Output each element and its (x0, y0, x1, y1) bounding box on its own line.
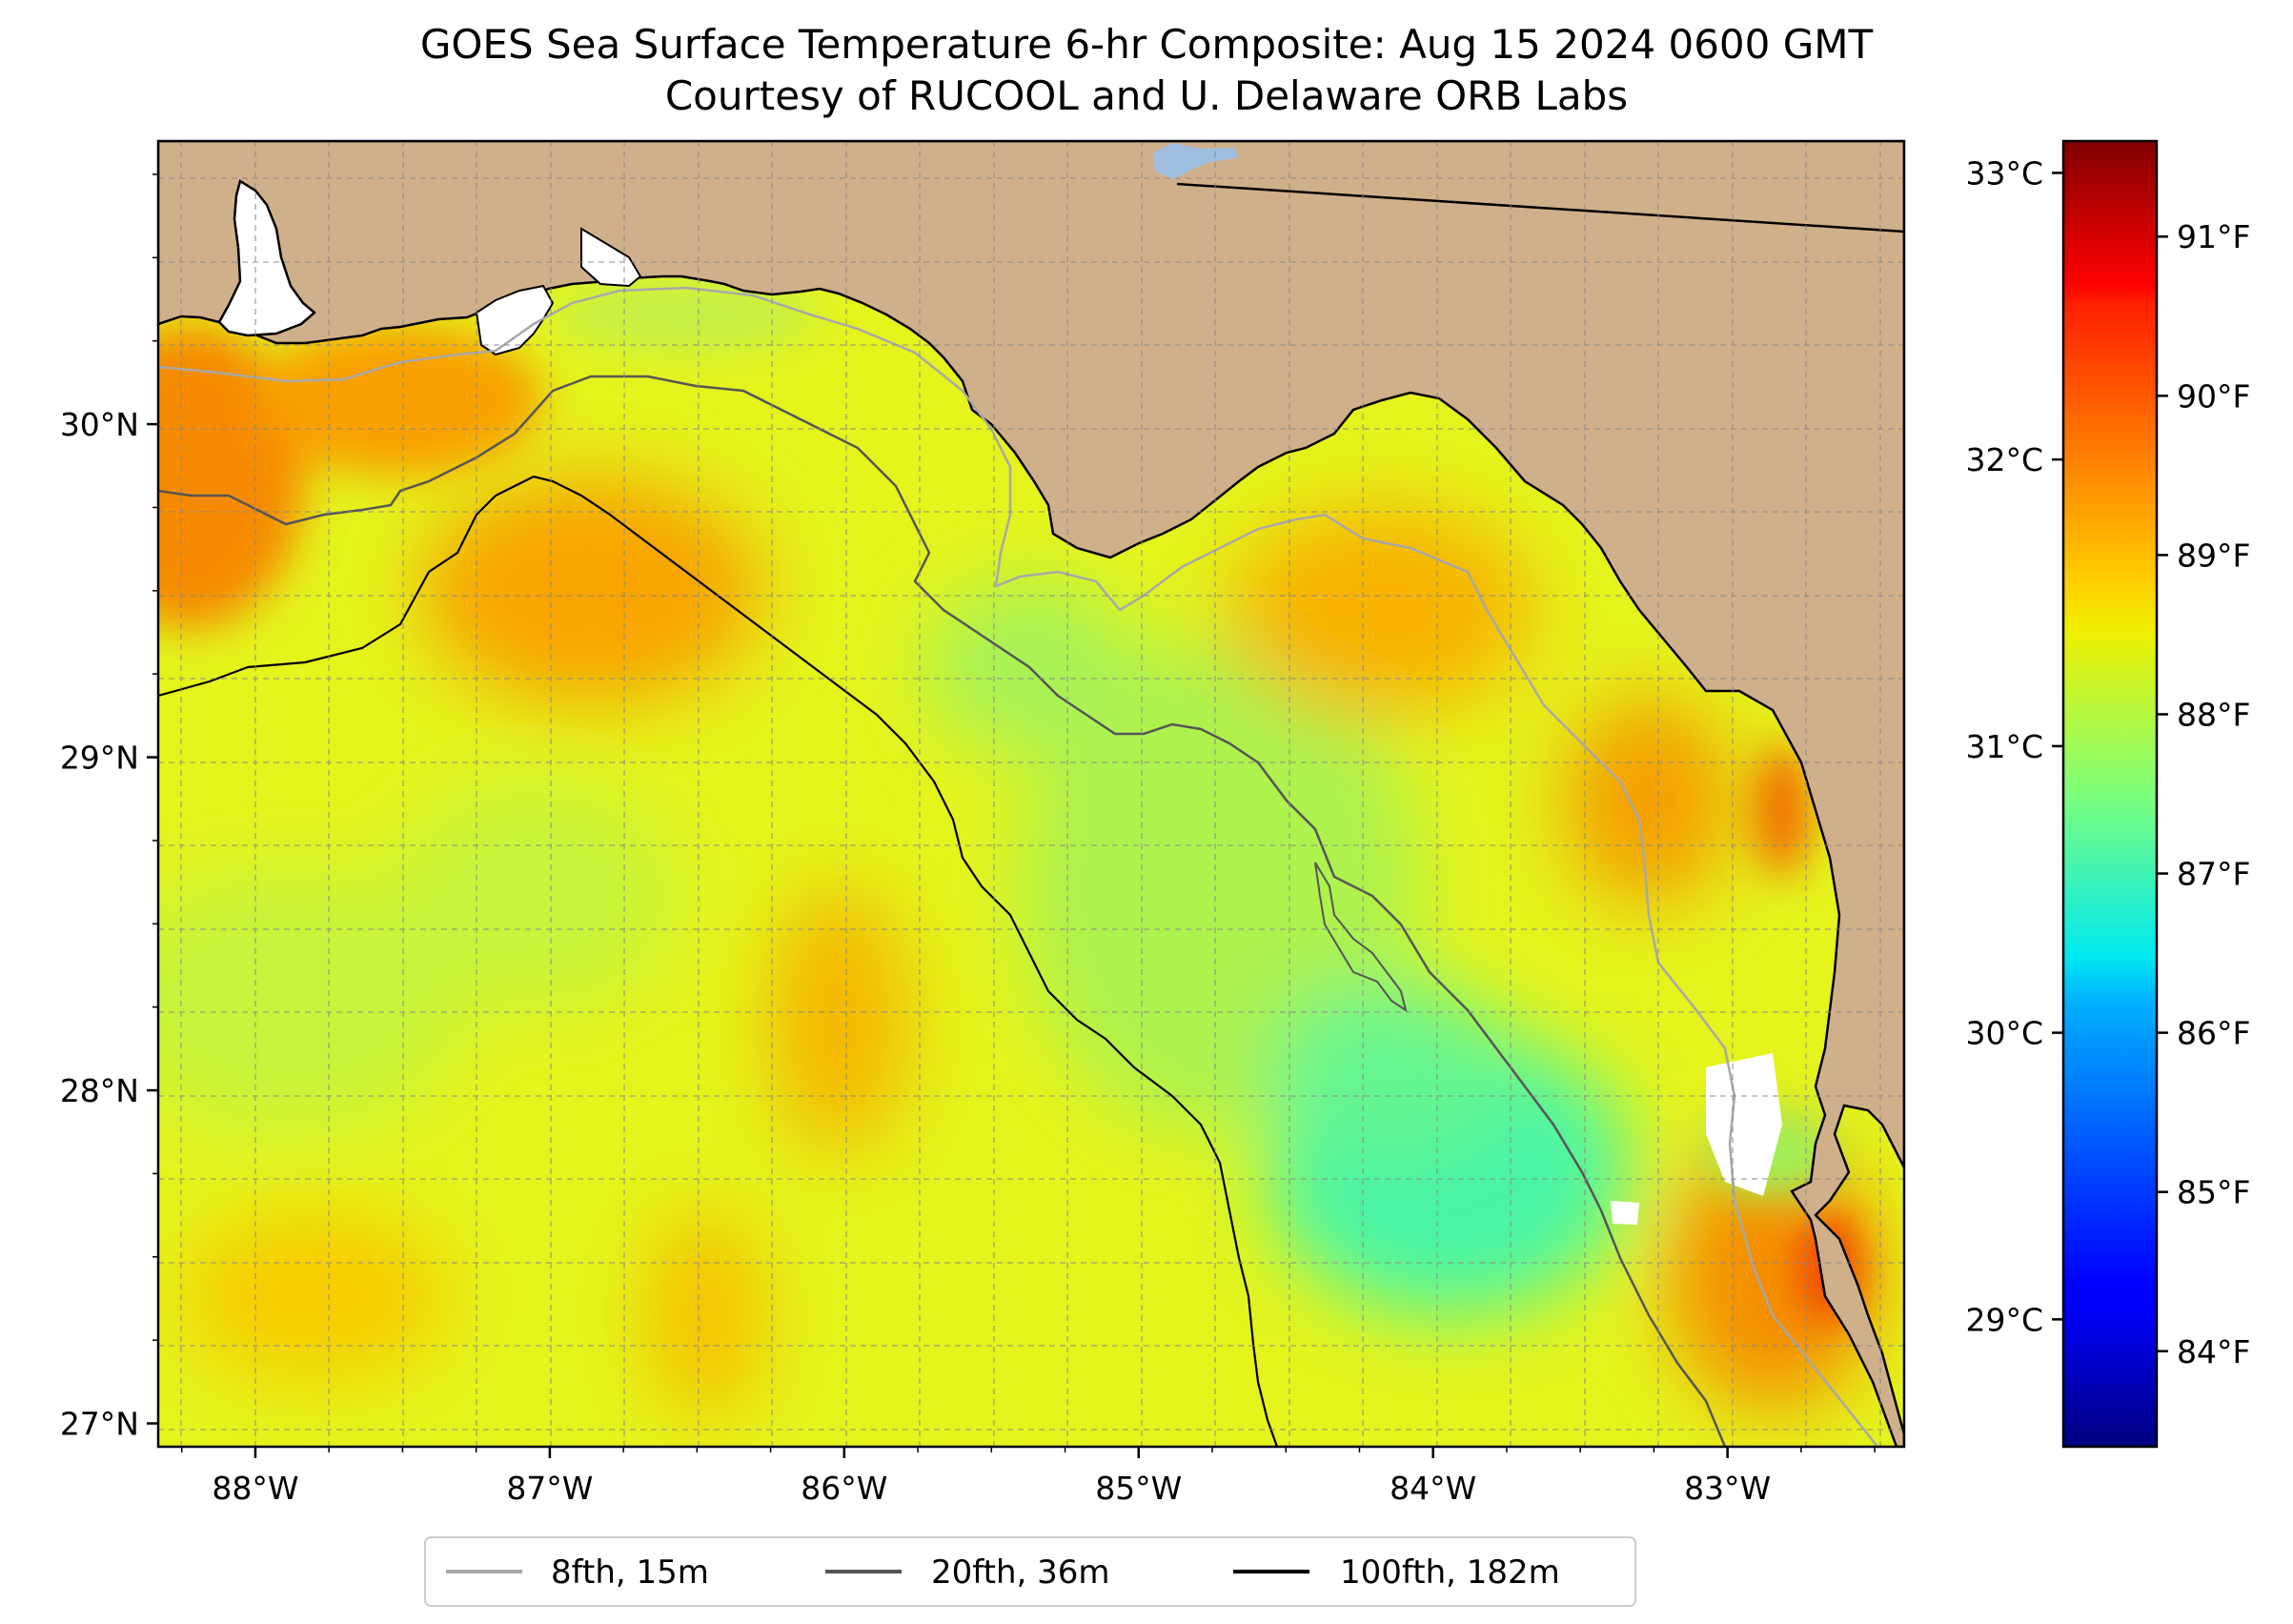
colorbar-f-label: 88°F (2177, 696, 2250, 733)
colorbar-f-label: 91°F (2177, 218, 2250, 255)
sst-patch-coast-orange (1754, 743, 1811, 877)
longitude-axis: 88°W 87°W 86°W 85°W 84°W 83°W (180, 1447, 1876, 1507)
legend: 8fth, 15m 20fth, 36m 100fth, 182m (424, 1536, 1636, 1607)
shoal-outline (1314, 862, 1408, 1013)
sst-patch-sw-green (158, 867, 467, 1134)
colorbar-celsius-axis: 33°C 32°C 31°C 30°C 29°C (1965, 154, 2063, 1338)
legend-label-100fth: 100fth, 182m (1340, 1553, 1560, 1592)
lat-tick-label: 27°N (60, 1406, 139, 1443)
colorbar: 33°C 32°C 31°C 30°C 29°C 91°F 90°F 89°F 88°F 87°… (1965, 139, 2250, 1449)
colorbar-f-label: 87°F (2177, 856, 2250, 893)
colorbar-f-label: 84°F (2177, 1333, 2250, 1370)
colorbar-c-label: 33°C (1965, 154, 2043, 192)
no-data-patch (1706, 1053, 1782, 1196)
mobile-bay (217, 179, 316, 337)
sst-patch-warm-s (648, 1210, 762, 1420)
lon-tick-label: 85°W (1095, 1470, 1182, 1507)
sst-patch-bigbend (1229, 505, 1534, 715)
title-line-2: Courtesy of RUCOOL and U. Delaware ORB L… (664, 72, 1629, 119)
sst-patch-tampa-warm (1668, 1144, 1877, 1411)
colorbar-c-label: 31°C (1965, 728, 2043, 765)
colorbar-c-label: 32°C (1965, 441, 2043, 478)
no-data-patch (1611, 1201, 1639, 1225)
colorbar-gradient (2061, 139, 2159, 1449)
isobath-100fth (158, 475, 1279, 1447)
land (158, 141, 1904, 1447)
colorbar-fahrenheit-axis: 91°F 90°F 89°F 88°F 87°F 86°F 85°F 84°F (2157, 218, 2250, 1370)
colorbar-f-label: 89°F (2177, 537, 2250, 574)
sst-patch-warm-filament (767, 886, 910, 1153)
legend-label-8fth: 8fth, 15m (551, 1553, 709, 1592)
map-frame (156, 139, 1906, 1449)
colorbar-c-label: 29°C (1965, 1301, 2043, 1338)
colorbar-f-label: 85°F (2177, 1174, 2250, 1211)
isobath-8fth (158, 286, 1878, 1447)
sst-patch-cool-2 (1268, 982, 1515, 1153)
lake (1153, 143, 1239, 179)
lon-tick-label: 87°W (506, 1470, 593, 1507)
title-line-1: GOES Sea Surface Temperature 6-hr Compos… (419, 21, 1874, 68)
colorbar-f-label: 90°F (2177, 377, 2250, 415)
sst-patch-green-2 (391, 782, 677, 1010)
sst-patch-coast-warm (1563, 696, 1735, 905)
bay-white (580, 227, 642, 288)
lat-tick-label: 28°N (60, 1072, 139, 1109)
legend-box (424, 1536, 1636, 1607)
lon-tick-label: 83°W (1684, 1470, 1771, 1507)
lat-tick-label: 30°N (60, 406, 139, 443)
isobath-20fth (158, 375, 1727, 1447)
state-boundary (1176, 182, 1904, 233)
lon-tick-label: 88°W (212, 1470, 298, 1507)
map-title: GOES Sea Surface Temperature 6-hr Compos… (0, 19, 2293, 122)
colorbar-c-label: 30°C (1965, 1015, 2043, 1052)
lon-tick-label: 84°W (1390, 1470, 1476, 1507)
isobaths (158, 286, 1878, 1447)
lon-tick-label: 86°W (801, 1470, 887, 1507)
sst-patch-warm-se (181, 1210, 448, 1382)
sst-patch-warm-ne (419, 477, 762, 705)
latitude-axis: 27°N 28°N 29°N 30°N (60, 173, 158, 1443)
legend-label-20fth: 20fth, 36m (931, 1553, 1110, 1592)
graticule (158, 141, 1904, 1447)
colorbar-f-label: 86°F (2177, 1015, 2250, 1052)
lat-tick-label: 29°N (60, 740, 139, 777)
